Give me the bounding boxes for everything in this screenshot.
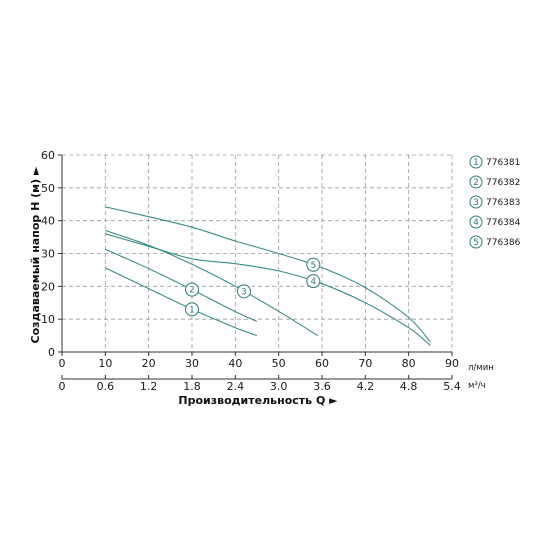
legend-marker-number: 4 [473, 218, 479, 228]
x2-tick-label: 4.8 [400, 380, 418, 393]
legend-marker-circle [469, 175, 483, 189]
series-line-776381 [105, 267, 258, 337]
y-axis-title: Создаваемый напор H (м) ► [29, 166, 42, 343]
curve-marker-4: 4 [306, 274, 321, 289]
curve-marker-number: 1 [189, 305, 194, 315]
curve-marker-2: 2 [185, 282, 199, 297]
legend-marker-circle [469, 195, 483, 209]
legend-label: 776382 [486, 178, 520, 188]
y-tick-label: 0 [48, 346, 55, 359]
legend-marker-circle [469, 215, 483, 229]
x2-tick-label: 0.6 [97, 380, 115, 393]
legend-label: 776381 [486, 158, 520, 168]
legend: 1 776381 2 776382 3 776383 4 776384 5 776386 [469, 155, 521, 249]
x-tick-label: 10 [98, 357, 112, 370]
axes [58, 154, 453, 380]
legend-marker-number: 5 [473, 238, 479, 248]
legend-marker-number: 3 [473, 198, 479, 208]
curve-marker-number: 5 [311, 261, 316, 271]
y-tick-label: 50 [41, 182, 55, 195]
x-tick-label: 80 [402, 357, 416, 370]
curve-marker-circle [185, 282, 199, 297]
x-tick-label: 70 [358, 357, 372, 370]
legend-item-776382: 2 776382 [469, 175, 520, 189]
x-tick-label: 40 [228, 357, 242, 370]
legend-item-776384: 4 776384 [469, 215, 521, 229]
legend-marker-number: 1 [473, 158, 479, 168]
series-lines [105, 206, 431, 346]
curve-marker-number: 2 [189, 286, 194, 296]
series-line-776384 [105, 233, 431, 346]
curve-marker-3: 3 [237, 284, 251, 299]
y-tick-label: 10 [41, 313, 55, 326]
tick-labels: 0 10 20 30 40 50 60 70 80 900 0.6 1.2 1.8 2.4 3.0 3.6 4.… [41, 149, 461, 393]
x2-tick-label: 1.2 [140, 380, 158, 393]
series-line-776383 [105, 229, 318, 337]
curve-marker-circle [306, 274, 321, 289]
legend-label: 776386 [486, 238, 521, 248]
curve-marker-circle [237, 284, 251, 299]
curve-labels: 1 2 3 4 5 [185, 257, 321, 317]
curve-marker-circle [185, 302, 199, 317]
x2-tick-label: 2.4 [227, 380, 245, 393]
x-tick-label: 50 [272, 357, 286, 370]
y-tick-label: 20 [41, 280, 55, 293]
legend-label: 776383 [486, 198, 520, 208]
x-tick-label: 60 [315, 357, 329, 370]
y-tick-label: 60 [41, 149, 55, 162]
y-tick-label: 40 [41, 215, 55, 228]
x2-tick-label: 5.4 [443, 380, 461, 393]
y-tick-label: 30 [41, 248, 55, 261]
x2-tick-label: 3.0 [270, 380, 288, 393]
x-tick-label: 20 [142, 357, 156, 370]
curve-marker-5: 5 [306, 257, 321, 272]
x2-tick-label: 0 [59, 380, 66, 393]
legend-marker-circle [469, 235, 483, 249]
grid [62, 154, 453, 352]
legend-label: 776384 [486, 218, 521, 228]
legend-item-776383: 3 776383 [469, 195, 520, 209]
curve-marker-number: 3 [241, 287, 246, 297]
legend-marker-number: 2 [473, 178, 479, 188]
x2-tick-label: 4.2 [357, 380, 375, 393]
curve-marker-1: 1 [185, 302, 199, 317]
legend-marker-circle [469, 155, 483, 169]
legend-item-776381: 1 776381 [469, 155, 520, 169]
x-tick-label: 0 [59, 357, 66, 370]
series-line-776386 [105, 206, 431, 343]
x-tick-label: 30 [185, 357, 199, 370]
x-tick-label: 90 [445, 357, 459, 370]
x-axis-title: Производительность Q ► [178, 394, 338, 407]
legend-item-776386: 5 776386 [469, 235, 521, 249]
x2-tick-label: 3.6 [313, 380, 331, 393]
x-axis-unit-primary: л/мин [468, 363, 494, 373]
x-axis-unit-secondary: м³/ч [468, 381, 486, 391]
curve-marker-circle [306, 257, 321, 272]
curve-marker-number: 4 [311, 277, 316, 287]
x2-tick-label: 1.8 [183, 380, 201, 393]
